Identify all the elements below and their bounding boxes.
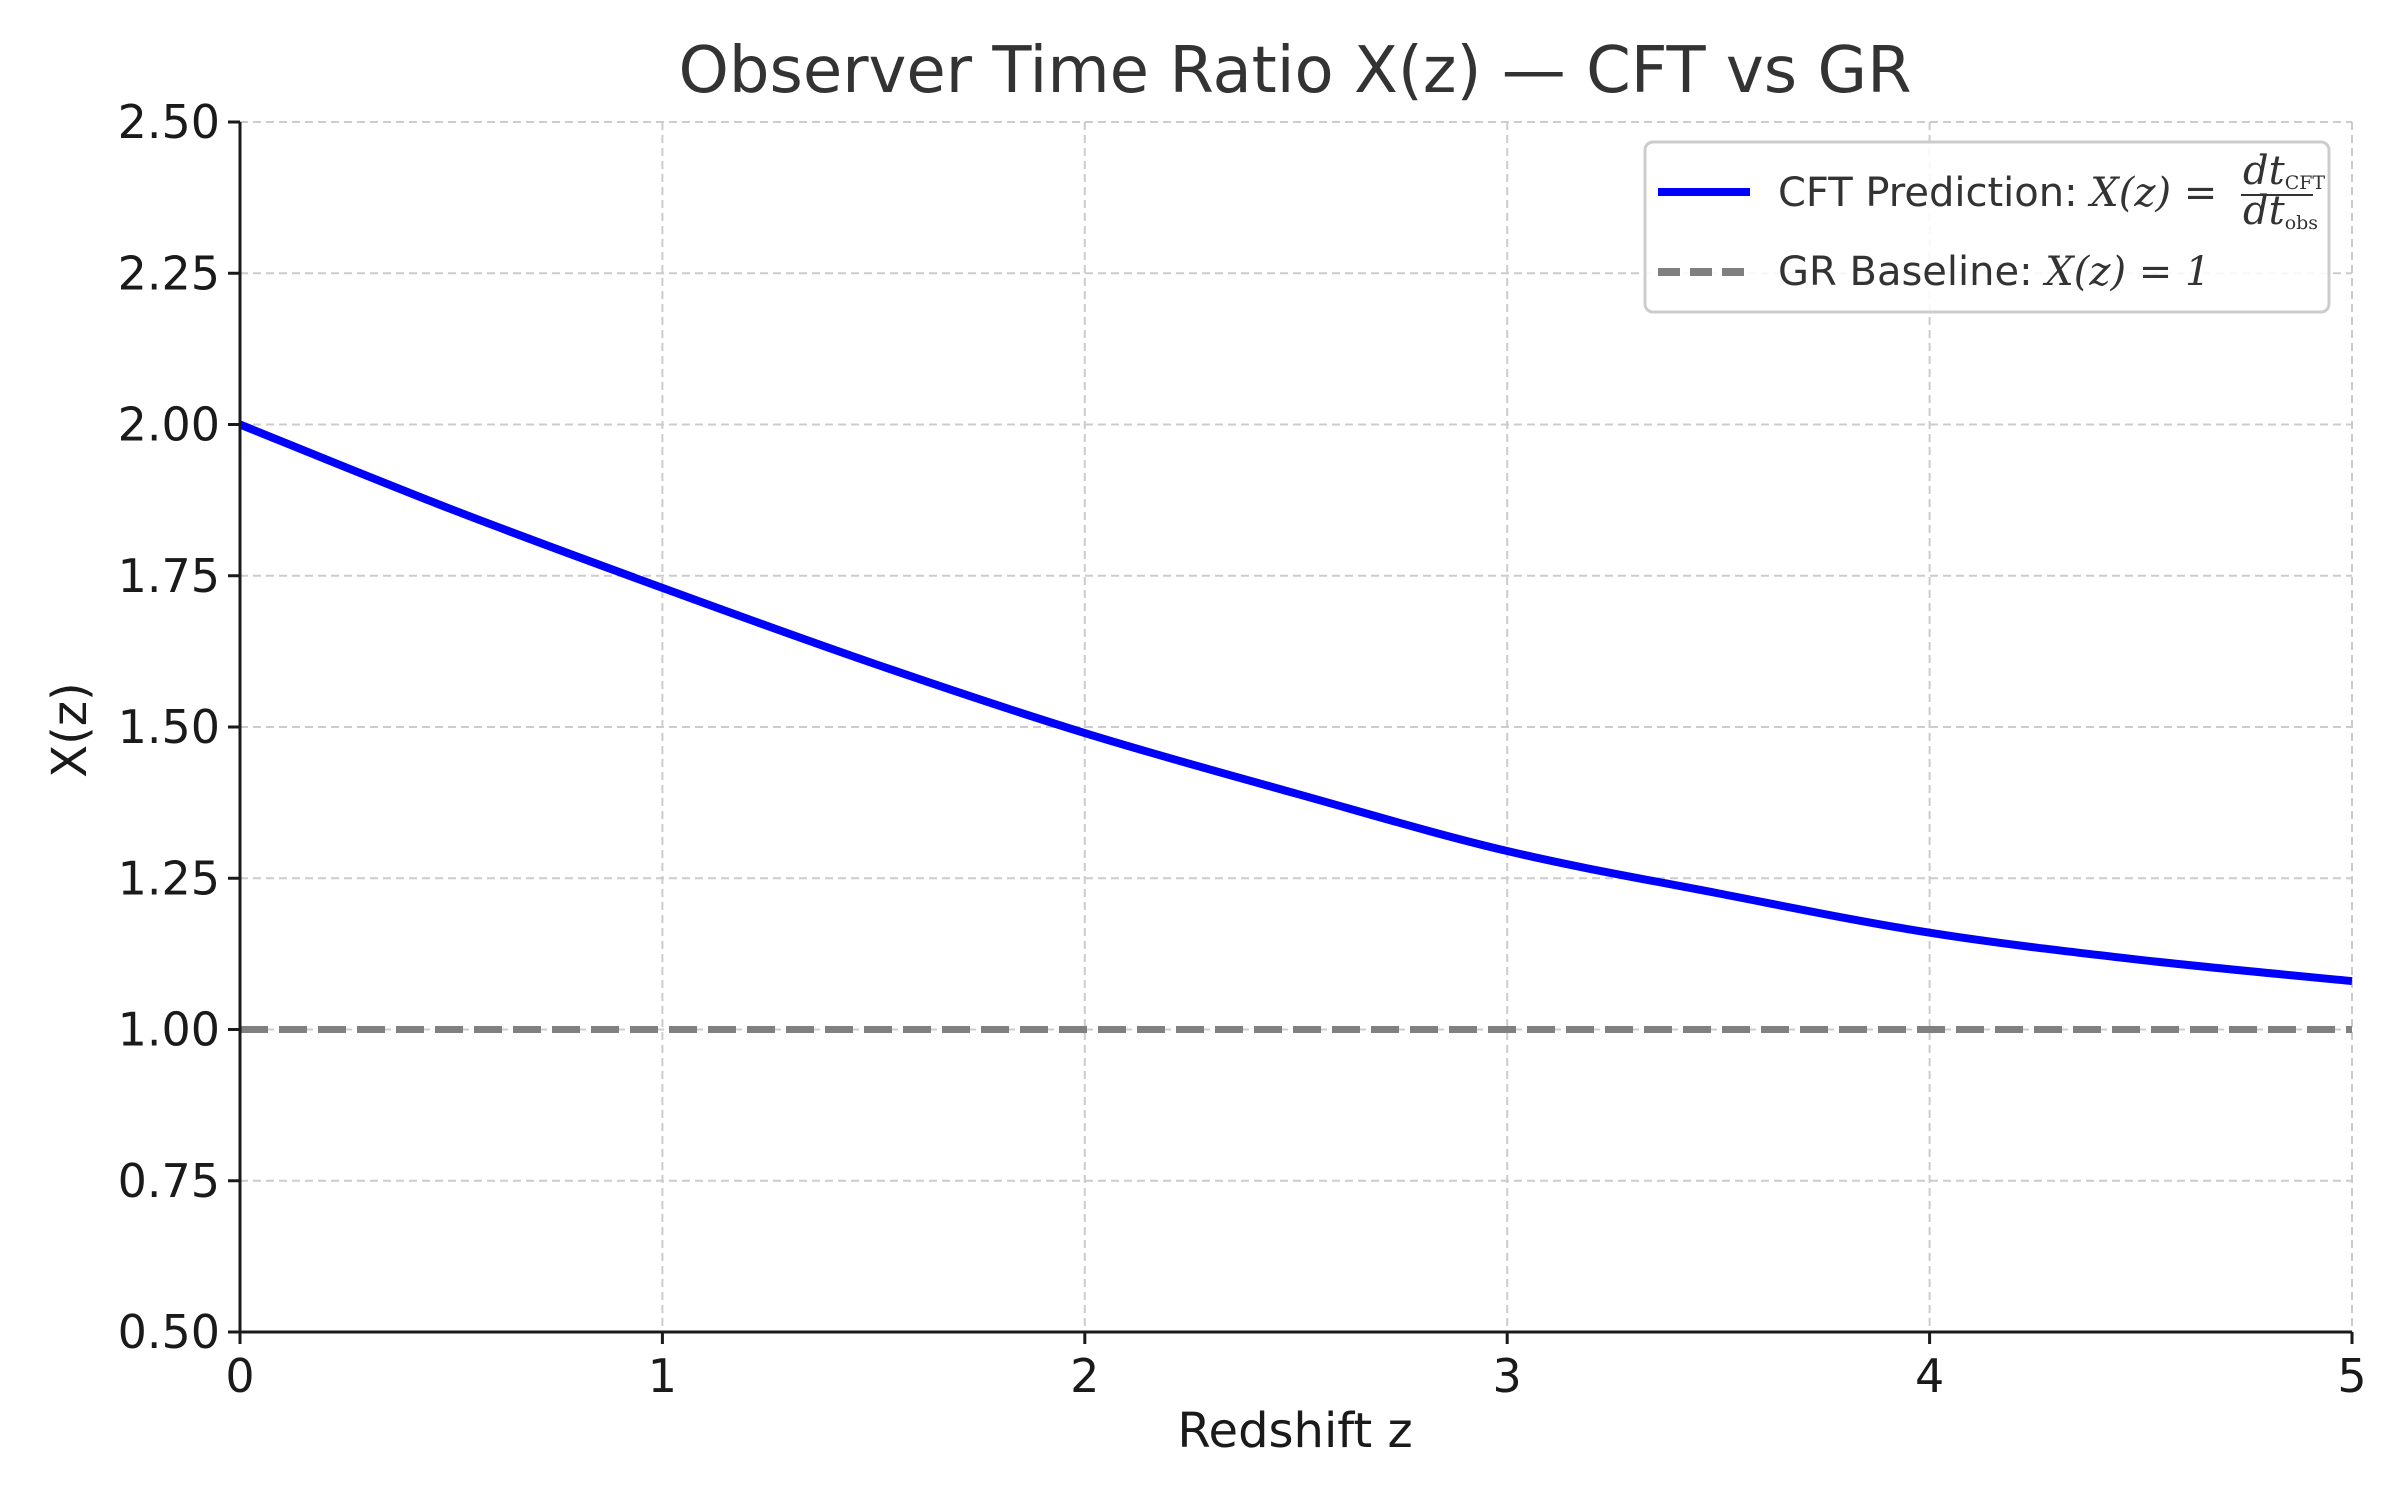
y-tick-label: 1.00 bbox=[118, 1003, 220, 1057]
legend-cft-math: X(z) = bbox=[2087, 170, 2217, 216]
y-tick-label: 2.50 bbox=[118, 95, 220, 149]
y-tick-label: 1.25 bbox=[118, 851, 220, 905]
legend-cft-frac-num: dtCFT bbox=[2243, 148, 2325, 194]
y-axis-label: X(z) bbox=[42, 682, 98, 778]
series-layer bbox=[238, 420, 2353, 1033]
legend-label-cft: CFT Prediction: X(z) = bbox=[1778, 170, 2217, 216]
legend-gr-prefix: GR Baseline: bbox=[1778, 249, 2045, 295]
y-tick-label: 2.00 bbox=[118, 398, 220, 452]
legend: CFT Prediction: X(z) = dtCFT dtobs GR Ba… bbox=[1643, 140, 2331, 314]
x-axis-label: Redshift z bbox=[1177, 1403, 1412, 1459]
y-tick-label: 1.50 bbox=[118, 700, 220, 754]
legend-cft-prefix: CFT Prediction: bbox=[1778, 170, 2090, 216]
x-tick-label: 5 bbox=[2337, 1349, 2366, 1403]
y-tick-label: 2.25 bbox=[118, 246, 220, 300]
chart-title: Observer Time Ratio X(z) — CFT vs GR bbox=[678, 34, 1911, 108]
y-tick-label: 0.75 bbox=[118, 1154, 220, 1208]
x-tick-label: 1 bbox=[648, 1349, 677, 1403]
legend-gr-math: X(z) = 1 bbox=[2042, 249, 2210, 295]
x-tick-label: 0 bbox=[225, 1349, 254, 1403]
ticks: 0 1 2 3 4 5 0.50 0.75 1.00 1.25 1.50 1.75 2.00 2.25 2.… bbox=[118, 95, 2367, 1403]
x-tick-label: 3 bbox=[1493, 1349, 1522, 1403]
legend-cft-frac-den: dtobs bbox=[2243, 188, 2318, 234]
legend-frame bbox=[1643, 140, 2331, 314]
y-tick-label: 1.75 bbox=[118, 549, 220, 603]
y-tick-label: 0.50 bbox=[118, 1305, 220, 1359]
series-line-cft-prediction bbox=[238, 420, 2353, 986]
x-tick-label: 2 bbox=[1070, 1349, 1099, 1403]
legend-label-gr: GR Baseline: X(z) = 1 bbox=[1778, 249, 2210, 295]
x-tick-label: 4 bbox=[1915, 1349, 1944, 1403]
